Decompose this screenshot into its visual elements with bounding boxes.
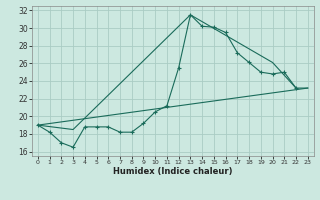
X-axis label: Humidex (Indice chaleur): Humidex (Indice chaleur) xyxy=(113,167,233,176)
